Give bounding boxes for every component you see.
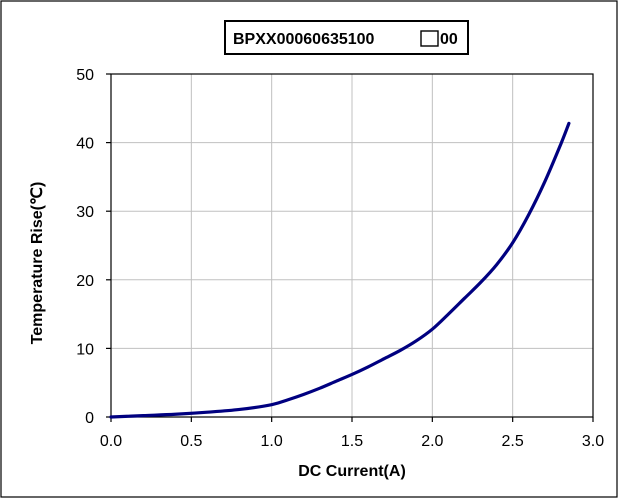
x-tick-label: 1.0 [261, 433, 283, 450]
chart-title-suffix: 00 [440, 31, 458, 48]
series-group [109, 121, 571, 419]
y-tick-label: 10 [76, 341, 94, 358]
x-axis: 0.0 0.5 1.0 1.5 2.0 2.5 3.0 [100, 417, 604, 450]
y-axis: 0 10 20 30 40 50 [76, 67, 111, 427]
chart-title-prefix: BPXX00060635100 [233, 31, 375, 48]
x-tick-label: 2.5 [502, 433, 524, 450]
y-tick-label: 0 [85, 410, 94, 427]
title-box-glyph [420, 30, 439, 47]
x-tick-label: 1.5 [341, 433, 363, 450]
x-tick-label: 2.0 [421, 433, 443, 450]
y-tick-label: 20 [76, 273, 94, 290]
y-axis-label: Temperature Rise(℃) [29, 182, 46, 345]
y-tick-label: 30 [76, 204, 94, 221]
y-tick-label: 40 [76, 136, 94, 153]
x-axis-label: DC Current(A) [298, 463, 406, 480]
series-line [109, 121, 571, 419]
grid-lines [111, 74, 593, 417]
x-tick-label: 3.0 [582, 433, 604, 450]
chart-title: BPXX00060635100 [233, 31, 375, 48]
x-tick-label: 0.0 [100, 433, 122, 450]
x-tick-label: 0.5 [180, 433, 202, 450]
y-tick-label: 50 [76, 67, 94, 84]
